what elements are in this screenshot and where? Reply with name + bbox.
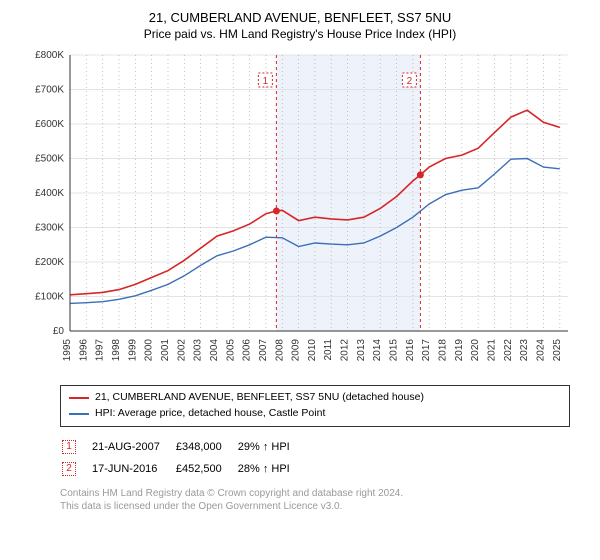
- svg-text:2024: 2024: [536, 339, 547, 362]
- marker-price: £452,500: [176, 459, 236, 479]
- legend-label: HPI: Average price, detached house, Cast…: [95, 406, 325, 422]
- legend-swatch: [69, 413, 89, 415]
- footer-attribution: Contains HM Land Registry data © Crown c…: [60, 487, 570, 513]
- svg-text:2013: 2013: [356, 339, 367, 362]
- svg-text:£800K: £800K: [35, 50, 64, 61]
- marker-row: 1 21-AUG-2007£348,00029% ↑ HPI: [62, 437, 304, 457]
- svg-text:2005: 2005: [225, 339, 236, 362]
- svg-text:£0: £0: [53, 326, 65, 337]
- legend-row: HPI: Average price, detached house, Cast…: [69, 406, 561, 422]
- marker-delta: 28% ↑ HPI: [238, 459, 304, 479]
- svg-text:£400K: £400K: [35, 188, 64, 199]
- svg-text:2022: 2022: [503, 339, 514, 362]
- chart-title: 21, CUMBERLAND AVENUE, BENFLEET, SS7 5NU: [10, 10, 590, 25]
- svg-text:£600K: £600K: [35, 119, 64, 130]
- svg-text:2008: 2008: [274, 339, 285, 362]
- legend: 21, CUMBERLAND AVENUE, BENFLEET, SS7 5NU…: [60, 385, 570, 427]
- svg-text:2015: 2015: [389, 339, 400, 362]
- svg-text:1996: 1996: [78, 339, 89, 362]
- svg-text:2023: 2023: [519, 339, 530, 362]
- footer-line-2: This data is licensed under the Open Gov…: [60, 500, 570, 513]
- svg-text:2006: 2006: [242, 339, 253, 362]
- svg-text:£100K: £100K: [35, 292, 64, 303]
- chart-subtitle: Price paid vs. HM Land Registry's House …: [10, 27, 590, 41]
- svg-text:2007: 2007: [258, 339, 269, 362]
- svg-text:2003: 2003: [193, 339, 204, 362]
- svg-text:2011: 2011: [323, 339, 334, 361]
- svg-text:2012: 2012: [340, 339, 351, 362]
- svg-text:1995: 1995: [62, 339, 73, 362]
- legend-label: 21, CUMBERLAND AVENUE, BENFLEET, SS7 5NU…: [95, 390, 424, 406]
- svg-text:2: 2: [407, 76, 413, 87]
- svg-text:2004: 2004: [209, 339, 220, 362]
- marker-date: 21-AUG-2007: [92, 437, 174, 457]
- svg-text:£500K: £500K: [35, 154, 64, 165]
- svg-text:2016: 2016: [405, 339, 416, 362]
- svg-text:2014: 2014: [372, 339, 383, 362]
- svg-text:2009: 2009: [291, 339, 302, 362]
- svg-text:£300K: £300K: [35, 223, 64, 234]
- marker-id-box: 2: [62, 462, 76, 476]
- svg-text:2000: 2000: [144, 339, 155, 362]
- svg-text:1: 1: [263, 76, 269, 87]
- marker-price: £348,000: [176, 437, 236, 457]
- marker-row: 2 17-JUN-2016£452,50028% ↑ HPI: [62, 459, 304, 479]
- svg-text:1998: 1998: [111, 339, 122, 362]
- svg-text:2010: 2010: [307, 339, 318, 362]
- legend-swatch: [69, 397, 89, 399]
- svg-text:2002: 2002: [176, 339, 187, 362]
- markers-table: 1 21-AUG-2007£348,00029% ↑ HPI 2 17-JUN-201…: [60, 435, 306, 481]
- price-chart: £0 £100K £200K £300K £400K £500K £600K £700K £80…: [20, 49, 580, 379]
- svg-text:2021: 2021: [487, 339, 498, 362]
- svg-text:£200K: £200K: [35, 257, 64, 268]
- marker-date: 17-JUN-2016: [92, 459, 174, 479]
- svg-text:2018: 2018: [438, 339, 449, 362]
- svg-text:2025: 2025: [552, 339, 563, 362]
- svg-text:1997: 1997: [95, 339, 106, 362]
- marker-delta: 29% ↑ HPI: [238, 437, 304, 457]
- marker-id-box: 1: [62, 440, 76, 454]
- svg-text:2001: 2001: [160, 339, 171, 362]
- svg-text:1999: 1999: [127, 339, 138, 362]
- svg-text:2017: 2017: [421, 339, 432, 362]
- svg-text:2019: 2019: [454, 339, 465, 362]
- footer-line-1: Contains HM Land Registry data © Crown c…: [60, 487, 570, 500]
- svg-text:£700K: £700K: [35, 85, 64, 96]
- legend-row: 21, CUMBERLAND AVENUE, BENFLEET, SS7 5NU…: [69, 390, 561, 406]
- svg-text:2020: 2020: [470, 339, 481, 362]
